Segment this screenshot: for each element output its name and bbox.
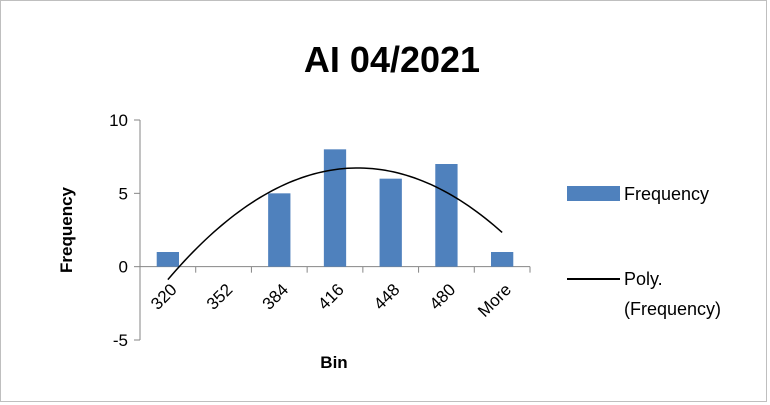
y-tick-label: 10 bbox=[109, 111, 128, 130]
x-tick-label: 384 bbox=[259, 280, 292, 313]
x-tick-label: 320 bbox=[147, 280, 180, 313]
legend-label-trendline-1: Poly. bbox=[624, 269, 663, 289]
trendline bbox=[167, 167, 503, 281]
bar bbox=[435, 164, 458, 267]
y-tick-label: 0 bbox=[119, 258, 128, 277]
y-axis-label: Frequency bbox=[57, 186, 76, 273]
legend-swatch-frequency bbox=[567, 186, 620, 201]
x-tick-label: 448 bbox=[370, 280, 403, 313]
y-axis: -5 0 5 10 bbox=[109, 111, 141, 350]
x-tick-label: 480 bbox=[426, 280, 459, 313]
bars bbox=[156, 149, 514, 267]
legend: Frequency Poly. (Frequency) bbox=[567, 184, 721, 319]
x-axis: 320 352 384 416 448 480 More bbox=[139, 266, 531, 321]
x-tick-label: 352 bbox=[203, 280, 236, 313]
x-tick-label: 416 bbox=[314, 280, 347, 313]
legend-label-trendline-2: (Frequency) bbox=[624, 299, 721, 319]
bar bbox=[323, 149, 347, 267]
trendline-path bbox=[167, 167, 503, 281]
legend-label-frequency: Frequency bbox=[624, 184, 709, 204]
bar bbox=[491, 252, 514, 267]
y-tick-label: 5 bbox=[119, 184, 128, 203]
y-tick-label: -5 bbox=[113, 331, 128, 350]
bar bbox=[379, 178, 402, 267]
bar bbox=[156, 252, 179, 267]
bar bbox=[268, 193, 291, 267]
chart-title: AI 04/2021 bbox=[304, 39, 480, 80]
x-tick-label: More bbox=[474, 280, 515, 321]
x-axis-label: Bin bbox=[320, 353, 347, 372]
